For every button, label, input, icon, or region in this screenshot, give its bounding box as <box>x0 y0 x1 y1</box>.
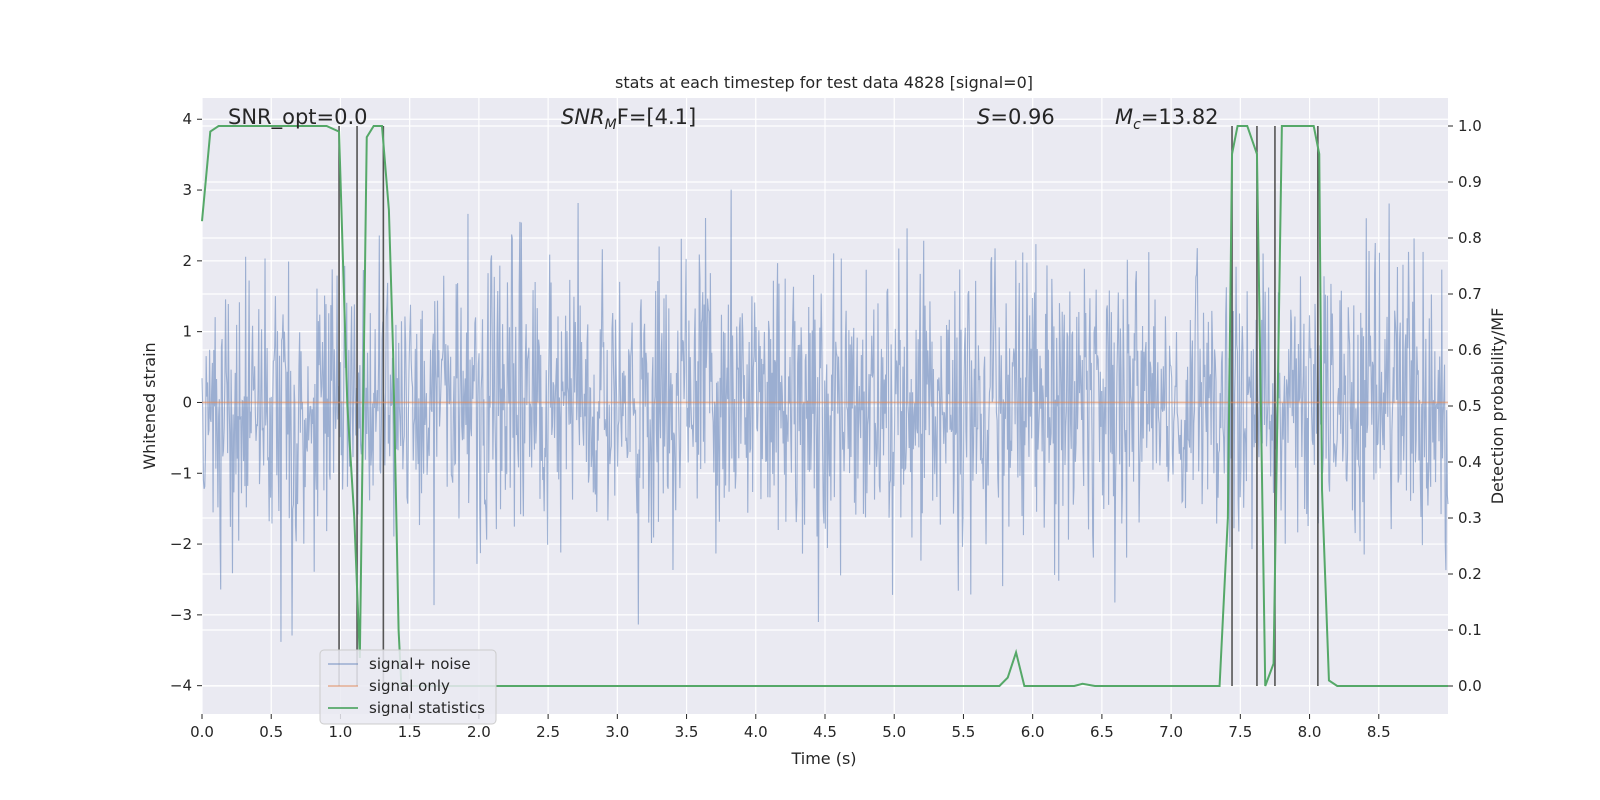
y-axis-label: Whitened strain <box>140 342 159 469</box>
annotation-snr-opt: SNR_opt=0.0 <box>228 105 368 130</box>
y-tick-label: −4 <box>170 677 192 695</box>
y-tick-label: −2 <box>170 535 192 553</box>
x-tick-label: 4.0 <box>744 723 768 741</box>
y-tick-label: 3 <box>182 181 192 199</box>
y-tick-label: 1 <box>182 323 192 341</box>
x-tick-label: 6.0 <box>1021 723 1045 741</box>
y2-tick-label: 0.8 <box>1458 229 1482 247</box>
x-tick-label: 3.0 <box>605 723 629 741</box>
x-tick-label: 8.0 <box>1298 723 1322 741</box>
y-tick-label: 4 <box>182 110 192 128</box>
y2-tick-label: 0.5 <box>1458 397 1482 415</box>
noise-trace <box>201 189 1449 642</box>
y2-tick-label: 0.9 <box>1458 173 1482 191</box>
legend-label-noise: signal+ noise <box>369 655 471 673</box>
y2-tick-label: 0.7 <box>1458 285 1482 303</box>
x-tick-label: 1.0 <box>329 723 353 741</box>
x-tick-label: 0.5 <box>259 723 283 741</box>
annotation-snr-mf: SNRMF=[4.1] <box>561 105 696 133</box>
y2-tick-label: 0.6 <box>1458 341 1482 359</box>
y2-axis-label: Detection probability/MF <box>1488 308 1507 505</box>
x-tick-label: 5.0 <box>882 723 906 741</box>
y-tick-label: 2 <box>182 252 192 270</box>
y2-tick-label: 1.0 <box>1458 117 1482 135</box>
legend-label-signal: signal only <box>369 677 450 695</box>
x-tick-label: 1.5 <box>398 723 422 741</box>
y-axis-ticks: 4 3 2 1 0 −1 −2 −3 −4 <box>170 110 202 695</box>
x-axis-ticks: 0.0 0.5 1.0 1.5 2.0 2.5 3.0 3.5 4.0 4.5 5.0 5.5 6.0 6… <box>190 714 1391 741</box>
y-tick-label: 0 <box>182 393 192 411</box>
x-tick-label: 2.0 <box>467 723 491 741</box>
x-tick-label: 4.5 <box>813 723 837 741</box>
series-signal-statistics <box>201 125 1448 687</box>
y-tick-label: −3 <box>170 606 192 624</box>
y2-tick-label: 0.1 <box>1458 621 1482 639</box>
legend: signal+ noise signal only signal statist… <box>319 649 497 725</box>
x-tick-label: 6.5 <box>1090 723 1114 741</box>
x-tick-label: 3.5 <box>675 723 699 741</box>
y2-tick-label: 0.4 <box>1458 453 1482 471</box>
x-tick-label: 2.5 <box>536 723 560 741</box>
y2-tick-label: 0.3 <box>1458 509 1482 527</box>
annotation-mc: Mc=13.82 <box>1115 105 1219 133</box>
x-tick-label: 0.0 <box>190 723 214 741</box>
legend-box <box>319 649 497 725</box>
y2-axis-ticks: 1.0 0.9 0.8 0.7 0.6 0.5 0.4 0.3 0.2 0.1 0.0 <box>1448 117 1482 695</box>
y2-tick-label: 0.0 <box>1458 677 1482 695</box>
series-signal-noise <box>201 189 1449 642</box>
y-tick-label: −1 <box>170 464 192 482</box>
x-tick-label: 8.5 <box>1367 723 1391 741</box>
chart-title: stats at each timestep for test data 482… <box>615 73 1033 92</box>
x-tick-label: 5.5 <box>952 723 976 741</box>
legend-label-statistics: signal statistics <box>369 699 485 717</box>
y2-tick-label: 0.2 <box>1458 565 1482 583</box>
x-axis-label: Time (s) <box>790 749 856 768</box>
x-tick-label: 7.5 <box>1228 723 1252 741</box>
x-tick-label: 7.0 <box>1159 723 1183 741</box>
statistics-trace <box>201 125 1448 687</box>
annotation-s: S=0.96 <box>977 105 1055 129</box>
